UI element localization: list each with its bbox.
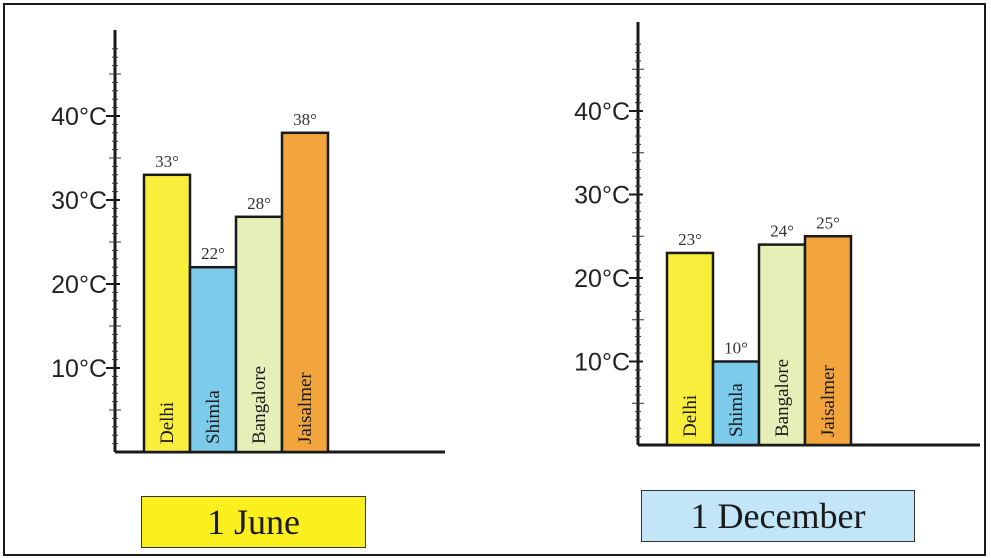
y-tick-label: 40°C (51, 103, 107, 131)
category-label: Delhi (680, 395, 701, 437)
y-tick-label: 40°C (574, 98, 630, 126)
data-label: 28° (247, 194, 271, 213)
chart-june: 10°C 20°C 30°C 40°C 33° Delhi 22° Shimla 28° Bang… (51, 30, 445, 454)
category-label: Delhi (157, 402, 178, 444)
chart-december: 10°C 20°C 30°C 40°C 23° Delhi 10° Shimla 24° Bang… (574, 22, 980, 447)
bar-delhi (665, 251, 715, 447)
category-label: Bangalore (249, 366, 270, 444)
data-label: 25° (816, 213, 840, 232)
category-label: Jaisalmer (818, 365, 839, 437)
category-label: Shimla (203, 390, 224, 444)
y-tick-label: 10°C (51, 355, 107, 383)
bar-jaisalmer (803, 235, 853, 447)
bar-shimla (188, 265, 238, 454)
data-label: 33° (155, 152, 179, 171)
data-label: 38° (293, 110, 317, 129)
category-label: Bangalore (772, 359, 793, 437)
data-label: 22° (201, 244, 225, 263)
y-tick-label: 10°C (574, 349, 630, 377)
data-label: 23° (678, 230, 702, 249)
category-label: Jaisalmer (295, 372, 316, 444)
bar-delhi (142, 173, 192, 454)
bar-bangalore (234, 215, 284, 454)
y-tick-label: 30°C (574, 182, 630, 210)
y-tick-label: 20°C (51, 271, 107, 299)
y-tick-label: 30°C (51, 187, 107, 215)
category-label: Shimla (726, 383, 747, 437)
data-label: 24° (770, 222, 794, 241)
caption-1-june: 1 June (141, 496, 366, 548)
data-label: 10° (724, 339, 748, 358)
caption-1-december: 1 December (641, 490, 915, 542)
bar-jaisalmer (280, 131, 330, 454)
y-tick-label: 20°C (574, 265, 630, 293)
